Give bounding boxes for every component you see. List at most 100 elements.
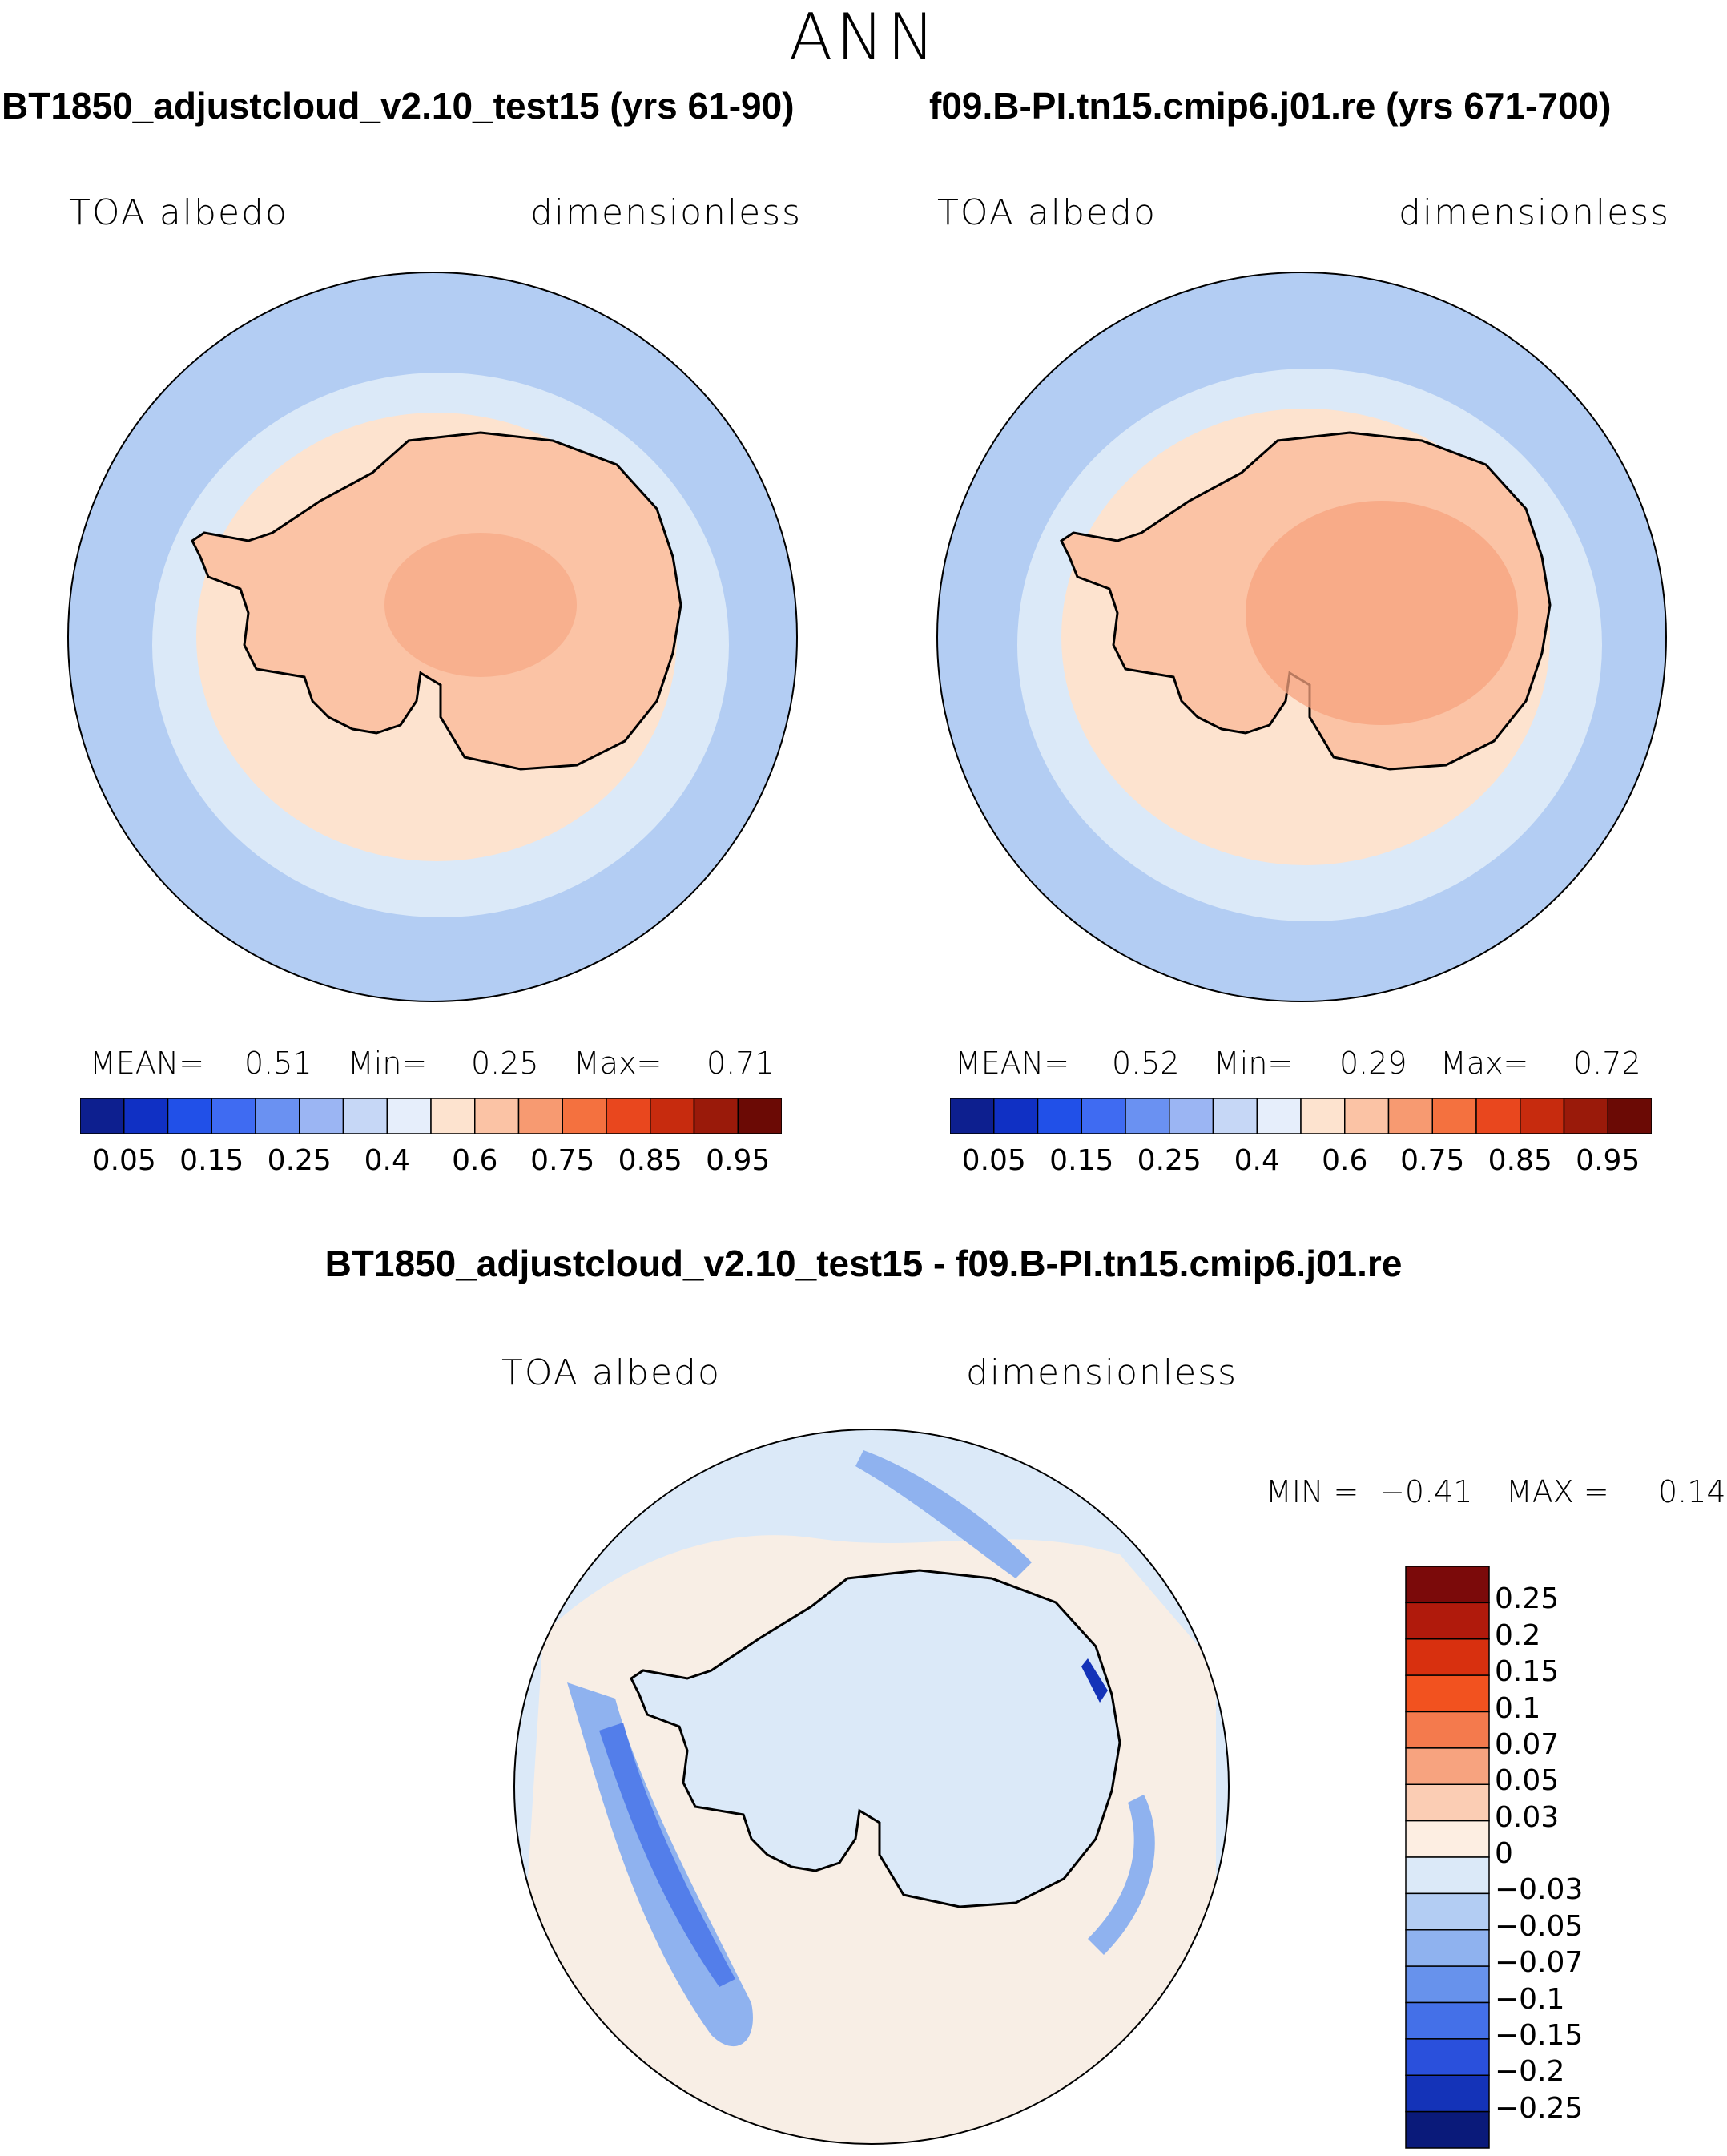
panel-2-colorbar-swatch	[1125, 1098, 1170, 1134]
diff-colorbar-tick-label: −0.07	[1495, 1946, 1584, 1980]
panel-1-colorbar-tick-label: 0.4	[364, 1144, 410, 1177]
panel-1-colorbar-swatch	[737, 1098, 782, 1134]
panel-2-colorbar-swatch	[1475, 1098, 1521, 1134]
panel-2-colorbar-swatch	[1563, 1098, 1608, 1134]
panel-2-colorbar-swatch	[1300, 1098, 1346, 1134]
panel-2-units: dimensionless	[1399, 192, 1671, 233]
panel-2-colorbar-tick-label: 0.15	[1049, 1144, 1114, 1177]
diff-colorbar-swatch	[1405, 2001, 1490, 2040]
diff-colorbar-swatch	[1405, 2038, 1490, 2076]
plateau-high-albedo	[384, 533, 577, 677]
panel-1-colorbar-swatch	[474, 1098, 520, 1134]
diff-colorbar-tick-label: −0.1	[1495, 1982, 1565, 2016]
diff-colorbar-tick-label: 0.2	[1495, 1618, 1541, 1652]
panel-2-colorbar-swatch	[993, 1098, 1039, 1134]
panel-1-colorbar-swatch	[123, 1098, 169, 1134]
panel-2-colorbar-swatch	[1169, 1098, 1214, 1134]
diff-colorbar-tick-label: 0	[1495, 1837, 1513, 1870]
panel-2-colorbar-tick-label: 0.75	[1400, 1144, 1465, 1177]
diff-colorbar-swatch	[1405, 1856, 1490, 1895]
diff-colorbar-swatch	[1405, 2110, 1490, 2149]
panel-2-colorbar-swatch	[1037, 1098, 1082, 1134]
panel-1-units: dimensionless	[530, 192, 803, 233]
panel-1-colorbar-swatch	[80, 1098, 125, 1134]
plateau-high-albedo	[1246, 501, 1518, 725]
map-border	[936, 272, 1667, 1002]
diff-colorbar-swatch	[1405, 1566, 1490, 1604]
panel-2-variable: TOA albedo	[937, 192, 1157, 233]
panel-1-colorbar-swatch	[650, 1098, 695, 1134]
panel-1-map	[67, 272, 798, 1002]
diff-colorbar-swatch	[1405, 1711, 1490, 1749]
panel-1-colorbar-swatch	[342, 1098, 388, 1134]
antarctica-land	[630, 1569, 1121, 1908]
panel-1-mean-label: MEAN=	[90, 1046, 205, 1081]
panel-2-max-label: Max=	[1440, 1046, 1529, 1081]
panel-1-colorbar-swatch	[299, 1098, 344, 1134]
panel-1-colorbar-swatch	[211, 1098, 256, 1134]
panel-2-case-label: f09.B-PI.tn15.cmip6.j01.re (yrs 671-700)	[929, 85, 1612, 127]
panel-1-min-value: 0.25	[471, 1046, 539, 1081]
panel-2-colorbar-swatch	[1081, 1098, 1126, 1134]
panel-2-colorbar	[950, 1098, 1652, 1134]
panel-2-min-label: Min=	[1214, 1046, 1294, 1081]
diff-units: dimensionless	[966, 1352, 1238, 1393]
diff-colorbar-tick-label: 0.1	[1495, 1691, 1541, 1725]
map-border	[67, 272, 798, 1002]
negative-diff-hotspot	[1081, 1658, 1108, 1703]
panel-2-colorbar-swatch	[1387, 1098, 1433, 1134]
diff-colorbar-swatch	[1405, 1820, 1490, 1858]
panel-1-colorbar-tick-label: 0.05	[91, 1144, 156, 1177]
map-border	[513, 1429, 1230, 2145]
diff-colorbar-swatch	[1405, 1602, 1490, 1640]
panel-1-colorbar-swatch	[255, 1098, 300, 1134]
panel-1-colorbar-swatch	[517, 1098, 563, 1134]
panel-2-min-value: 0.29	[1339, 1046, 1407, 1081]
panel-1-colorbar-swatch	[562, 1098, 607, 1134]
diff-colorbar-tick-label: −0.05	[1495, 1909, 1584, 1943]
panel-2-mean-value: 0.52	[1112, 1046, 1180, 1081]
panel-1-colorbar-tick-label: 0.15	[179, 1144, 244, 1177]
panel-1-mean-value: 0.51	[244, 1046, 312, 1081]
panel-2-colorbar-swatch	[1431, 1098, 1477, 1134]
panel-2-colorbar-swatch	[1607, 1098, 1652, 1134]
diff-colorbar-swatch	[1405, 1965, 1490, 2004]
panel-2-colorbar-tick-label: 0.05	[961, 1144, 1026, 1177]
negative-diff-band-north	[855, 1450, 1032, 1578]
diff-max-label: MAX =	[1506, 1474, 1609, 1509]
diff-max-value: 0.14	[1658, 1474, 1726, 1509]
diff-colorbar-swatch	[1405, 1892, 1490, 1931]
panel-1-colorbar	[80, 1098, 782, 1134]
diff-colorbar-tick-label: 0.25	[1495, 1582, 1560, 1616]
diff-colorbar-swatch	[1405, 1638, 1490, 1676]
panel-1-colorbar-tick-label: 0.25	[267, 1144, 332, 1177]
panel-1-max-label: Max=	[574, 1046, 662, 1081]
diff-colorbar-tick-label: 0.03	[1495, 1800, 1560, 1834]
panel-1-colorbar-swatch	[430, 1098, 476, 1134]
panel-2-colorbar-swatch	[1520, 1098, 1565, 1134]
panel-2-colorbar-tick-label: 0.85	[1487, 1144, 1552, 1177]
panel-2-colorbar-swatch	[1344, 1098, 1390, 1134]
diff-colorbar-tick-label: −0.03	[1495, 1873, 1584, 1907]
diff-colorbar-swatch	[1405, 1783, 1490, 1822]
panel-2-colorbar-tick-label: 0.4	[1234, 1144, 1280, 1177]
panel-1-colorbar-swatch	[167, 1098, 212, 1134]
panel-1-min-label: Min=	[348, 1046, 428, 1081]
diff-colorbar-tick-label: 0.15	[1495, 1655, 1560, 1689]
negative-diff-band-east	[1088, 1795, 1155, 1955]
diff-colorbar-tick-label: 0.07	[1495, 1727, 1560, 1761]
panel-2-map	[936, 272, 1667, 1002]
panel-2-colorbar-swatch	[1212, 1098, 1258, 1134]
panel-1-colorbar-swatch	[693, 1098, 739, 1134]
panel-1-colorbar-tick-label: 0.95	[706, 1144, 771, 1177]
diff-colorbar-tick-label: −0.15	[1495, 2018, 1584, 2052]
panel-1-colorbar-swatch	[386, 1098, 432, 1134]
diff-colorbar-swatch	[1405, 1674, 1490, 1713]
diff-min-label: MIN =	[1266, 1474, 1359, 1509]
figure-title: ANN	[788, 0, 939, 75]
negative-diff-core-west	[599, 1723, 735, 1987]
panel-2-colorbar-tick-label: 0.6	[1322, 1144, 1368, 1177]
diff-min-value: −0.41	[1379, 1474, 1473, 1509]
panel-1-colorbar-tick-label: 0.85	[618, 1144, 682, 1177]
diff-colorbar-tick-label: −0.2	[1495, 2055, 1565, 2089]
